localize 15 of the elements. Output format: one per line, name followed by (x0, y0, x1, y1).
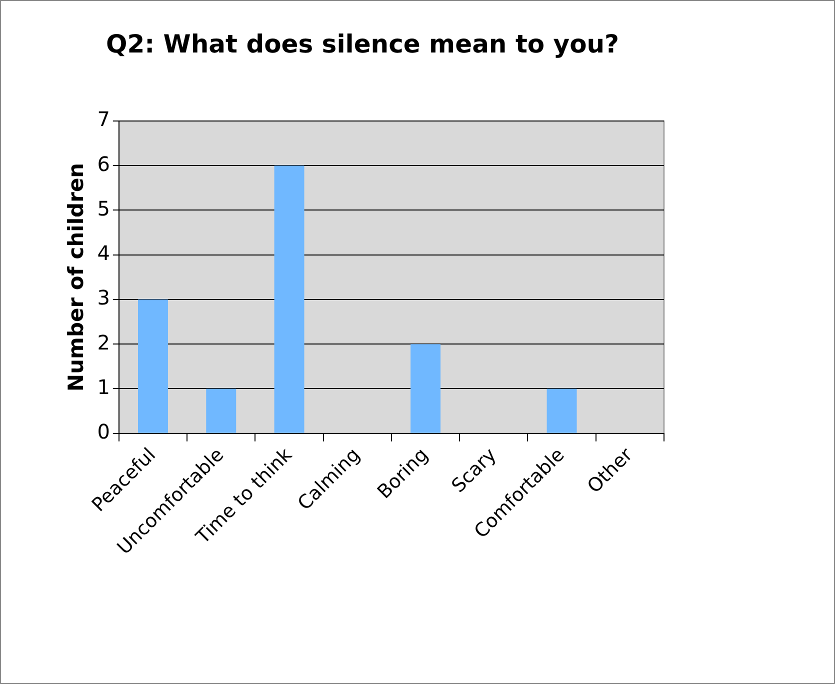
y-tick-label: 3 (97, 286, 110, 310)
chart-title: Q2: What does silence mean to you? (106, 30, 620, 58)
y-tick-label: 5 (97, 196, 110, 220)
y-tick-label: 7 (97, 107, 110, 132)
y-tick-label: 4 (97, 241, 110, 266)
bar (546, 388, 577, 433)
y-axis-title: Number of children (64, 162, 88, 392)
y-tick-label: 2 (97, 330, 110, 354)
y-tick-label: 1 (97, 374, 110, 399)
bar (206, 388, 236, 433)
y-tick-label: 6 (97, 152, 110, 176)
bar (274, 166, 304, 433)
y-tick-label: 0 (97, 420, 110, 444)
bar (410, 344, 441, 433)
bar (138, 299, 168, 433)
